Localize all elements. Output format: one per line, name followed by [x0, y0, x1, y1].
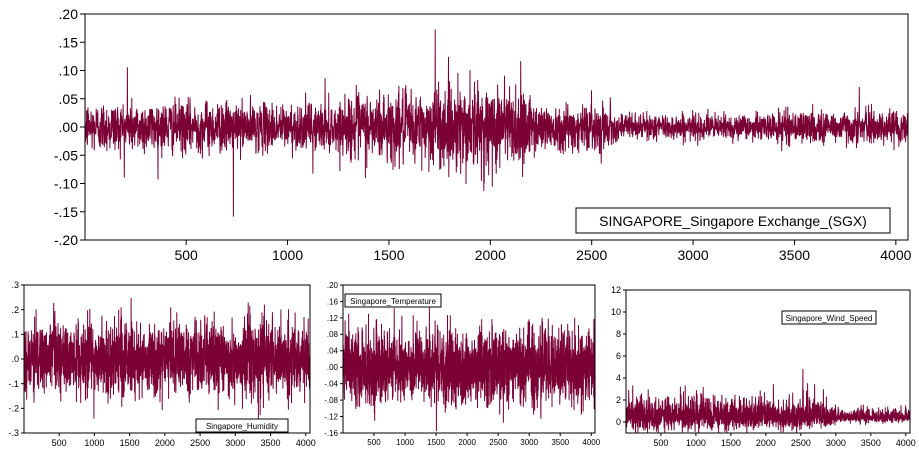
x-tick-label: 4000 [582, 438, 600, 447]
x-tick-label: 3500 [779, 247, 810, 263]
chart-sgx-returns: .20 .15 .10 .05 .00 -.05 -.10 -.15 -.20 500 1000 15… [54, 6, 912, 263]
y-tick-label: .20 [327, 281, 339, 290]
legend-label: Singapore_Temperature [350, 297, 436, 306]
legend-label: Singapore_Wind_Speed [786, 314, 873, 323]
y-tick-label: -.05 [54, 147, 78, 163]
x-tick-label: 3000 [225, 438, 245, 448]
y-tick-label: .16 [327, 297, 339, 306]
legend-label: SINGAPORE_Singapore Exchange_(SGX) [599, 213, 867, 229]
y-tick-label: .3 [11, 280, 19, 290]
y-tick-label: -.15 [54, 204, 78, 220]
x-tick-label: 3500 [261, 438, 281, 448]
y-tick-label: .00 [327, 363, 339, 372]
x-tick-label: 3500 [861, 438, 881, 448]
y-tick-label: -.20 [54, 232, 78, 248]
x-tick-label: 4000 [896, 438, 916, 448]
y-tick-label: 8 [616, 329, 621, 339]
x-tick-label: 2000 [458, 438, 476, 447]
y-tick-label: .00 [59, 119, 79, 135]
y-tick-label: -.3 [8, 428, 19, 438]
y-tick-label: -.12 [324, 412, 338, 421]
y-tick-label: .0 [11, 354, 19, 364]
x-tick-label: 2500 [791, 438, 811, 448]
y-tick-label: .1 [11, 330, 19, 340]
x-tick-label: 1000 [272, 247, 303, 263]
y-tick-label: -.1 [8, 379, 19, 389]
y-tick-label: .2 [11, 305, 19, 315]
y-tick-label: 6 [616, 351, 621, 361]
legend-box [344, 293, 442, 308]
y-tick-label: -.10 [54, 176, 78, 192]
x-tick-label: 4000 [880, 247, 911, 263]
x-tick-label: 1000 [686, 438, 706, 448]
x-tick-label: 3000 [677, 247, 708, 263]
data-series-line [23, 297, 311, 420]
x-tick-label: 500 [174, 247, 198, 263]
x-tick-label: 2000 [475, 247, 506, 263]
x-tick-label: 1500 [427, 438, 445, 447]
legend-box [195, 418, 289, 433]
y-tick-label: .10 [59, 63, 79, 79]
x-tick-label: 1000 [396, 438, 414, 447]
plot-frame [342, 284, 596, 434]
x-tick-label: 4000 [296, 438, 316, 448]
y-tick-label: -.04 [324, 380, 338, 389]
y-tick-label: .04 [327, 347, 339, 356]
y-tick-label: -.16 [324, 429, 338, 438]
chart-singapore-wind-speed: 12 10 8 6 4 2 0 500 1000 1500 2000 2500 3000 3500 4000… [611, 285, 916, 448]
x-tick-label: 2000 [155, 438, 175, 448]
legend-label: Singapore_Humidity [206, 422, 278, 431]
x-tick-label: 1500 [721, 438, 741, 448]
plot-frame [625, 289, 911, 434]
y-tick-label: 4 [616, 373, 621, 383]
data-series-line [625, 368, 911, 434]
data-series-line [342, 305, 596, 432]
legend-box [575, 207, 891, 234]
y-tick-label: -.08 [324, 396, 338, 405]
chart-singapore-temperature: .20 .16 .12 .08 .04 .00 -.04 -.08 -.12 -.16 500 100… [324, 281, 601, 447]
x-tick-label: 2500 [190, 438, 210, 448]
y-tick-label: 2 [616, 395, 621, 405]
legend-box [781, 310, 877, 325]
x-tick-label: 1500 [120, 438, 140, 448]
x-tick-label: 1500 [373, 247, 404, 263]
data-series-line [84, 29, 909, 217]
x-tick-label: 3500 [551, 438, 569, 447]
x-tick-label: 2000 [756, 438, 776, 448]
y-tick-label: .08 [327, 330, 339, 339]
x-tick-label: 500 [367, 438, 381, 447]
x-tick-label: 500 [52, 438, 67, 448]
x-tick-label: 500 [653, 438, 668, 448]
chart-singapore-humidity: .3 .2 .1 .0 -.1 -.2 -.3 500 1000 1500 2000 2500 3000… [8, 280, 315, 448]
y-tick-label: .05 [59, 91, 79, 107]
y-tick-label: .15 [59, 34, 79, 50]
x-tick-label: 2500 [576, 247, 607, 263]
y-tick-label: 10 [611, 307, 621, 317]
x-tick-label: 3000 [826, 438, 846, 448]
x-tick-label: 2500 [489, 438, 507, 447]
y-tick-label: -.2 [8, 404, 19, 414]
x-tick-label: 1000 [84, 438, 104, 448]
y-tick-label: .20 [59, 6, 79, 22]
x-tick-label: 3000 [520, 438, 538, 447]
y-tick-label: .12 [327, 314, 339, 323]
y-tick-label: 0 [616, 417, 621, 427]
y-tick-label: 12 [611, 285, 621, 295]
